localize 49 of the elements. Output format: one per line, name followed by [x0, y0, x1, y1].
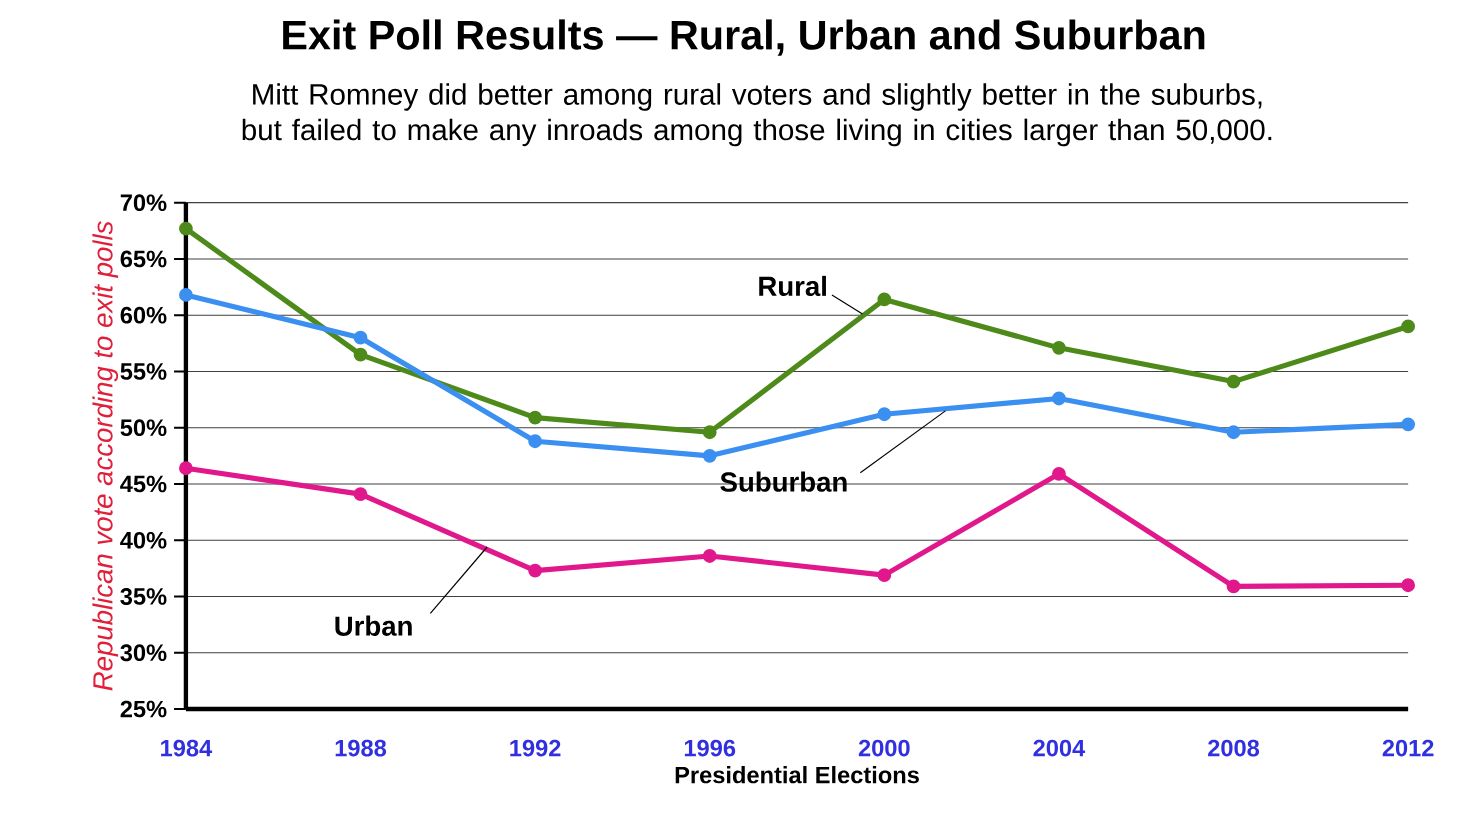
y-tick-label: 65%: [120, 250, 167, 268]
y-tick-label: 40%: [120, 532, 167, 549]
point: [702, 425, 717, 440]
y-tick-label: 50%: [120, 419, 167, 437]
point: [353, 330, 368, 345]
x-tick-label: 1996: [684, 739, 736, 757]
y-tick-label: 70%: [120, 194, 167, 212]
x-tick-label: 1984: [161, 739, 213, 757]
point: [1226, 579, 1241, 594]
point: [1401, 319, 1416, 334]
point: [353, 347, 368, 362]
series-label: Rural: [759, 275, 826, 297]
y-tick-label: 30%: [120, 644, 167, 662]
x-tick-label: 1992: [510, 739, 561, 757]
x-tick-label: 2012: [1382, 739, 1434, 757]
point: [702, 549, 717, 564]
chart-title: Exit Poll Results — Rural, Urban and Suburban: [283, 19, 1205, 56]
y-tick-label: 60%: [120, 307, 167, 324]
x-axis-title: Presidential Elections: [675, 766, 919, 784]
point: [528, 410, 543, 425]
point: [353, 487, 368, 502]
y-tick-label: 55%: [120, 363, 167, 380]
x-tick-label: 1988: [335, 739, 387, 757]
point: [1226, 425, 1241, 440]
point: [702, 449, 717, 463]
x-tick-label: 2000: [858, 739, 910, 757]
point: [1401, 578, 1416, 593]
text: Urban: [335, 615, 412, 637]
point: [1052, 341, 1066, 355]
y-tick-label: 35%: [120, 588, 167, 606]
y-axis-title: Republican vote according to exit polls: [92, 221, 119, 691]
point: [1052, 391, 1066, 406]
point: [179, 461, 193, 476]
point: [179, 221, 193, 236]
y-tick-label: 25%: [120, 700, 167, 718]
point: [1052, 467, 1066, 481]
x-tick-label: 2008: [1208, 739, 1260, 757]
chart-subtitle: Mitt Romney did better among rural voters and slightly better in the suburbs, but failed to make any inroads among those living in cities larger than 50,000.: [242, 83, 1272, 147]
point: [179, 288, 193, 302]
x-tick-label: 2004: [1033, 739, 1086, 757]
series-label: Suburban: [720, 471, 847, 493]
point: [877, 407, 892, 422]
point: [877, 568, 892, 583]
point: [1401, 417, 1416, 432]
point: [528, 434, 543, 449]
y-tick-label: 45%: [120, 475, 167, 493]
point: [1226, 374, 1241, 389]
point: [877, 292, 892, 307]
point: [528, 563, 543, 578]
